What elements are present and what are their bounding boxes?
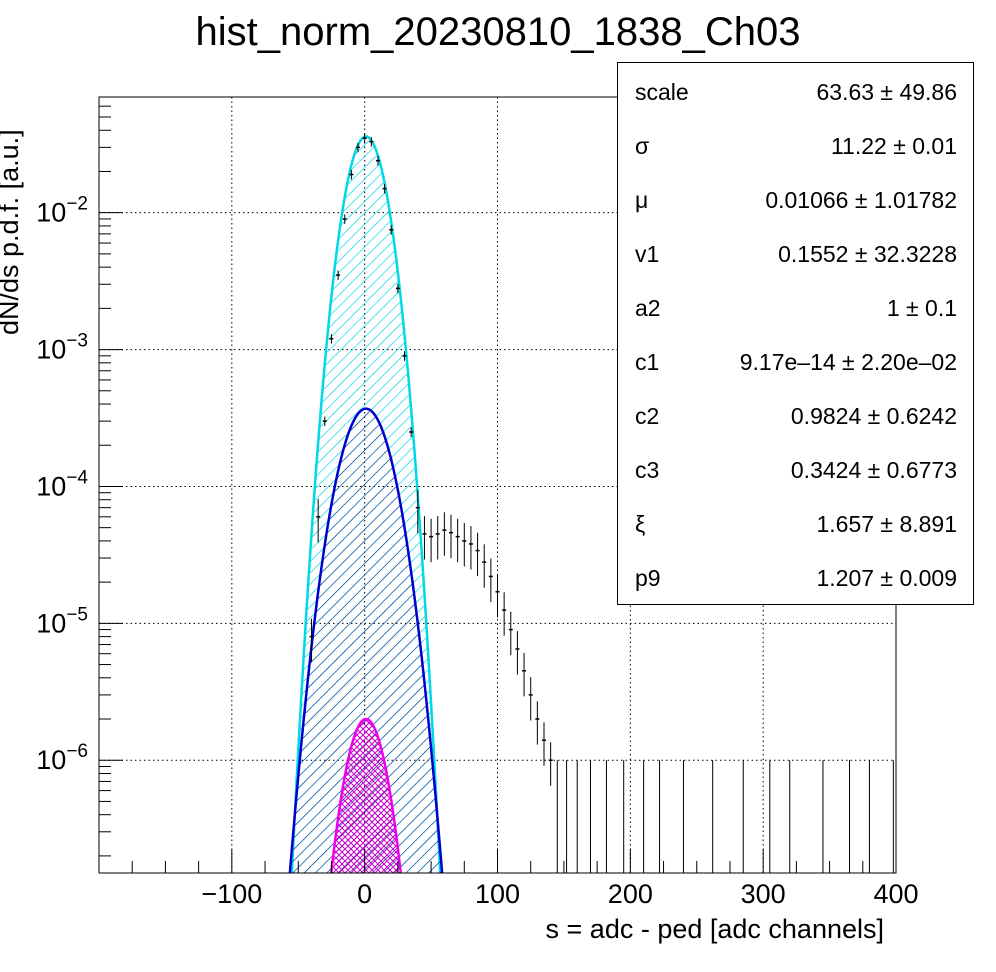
stat-name: c3 [635, 457, 660, 483]
stat-name: σ [635, 133, 650, 159]
stat-row: ξ 1.657 ± 8.891 [618, 497, 973, 551]
y-tick-label: 10−3 [36, 331, 88, 365]
stat-row: v1 0.1552 ± 32.3228 [618, 227, 973, 281]
fit-stats-box: scale 63.63 ± 49.86 σ 11.22 ± 0.01 μ 0.01066 … [617, 62, 974, 605]
stat-name: a2 [635, 295, 661, 321]
y-tick-label: 10−4 [36, 467, 88, 501]
stat-name: c1 [635, 349, 660, 375]
stat-row: c3 0.3424 ± 0.6773 [618, 443, 973, 497]
x-tick-label: 200 [608, 879, 653, 909]
y-tick-label: 10−5 [36, 604, 88, 638]
fit-curves [288, 135, 444, 873]
stat-value: 1.207 ± 0.009 [816, 565, 957, 591]
stat-value: 11.22 ± 0.01 [830, 133, 957, 159]
stat-value: 0.1552 ± 32.3228 [778, 241, 957, 267]
fit-curve [329, 717, 403, 873]
stat-value: 1.657 ± 8.891 [816, 511, 957, 537]
stat-row: c2 0.9824 ± 0.6242 [618, 389, 973, 443]
x-tick-label: 400 [873, 879, 918, 909]
histogram-data [309, 133, 894, 873]
stat-name: μ [635, 187, 649, 213]
stat-row: μ 0.01066 ± 1.01782 [618, 173, 973, 227]
tick-labels: −100 0 100 200 300 400 10−6 10−5 10−4 10−3 10−2 [36, 194, 918, 909]
x-tick-label: 0 [357, 879, 372, 909]
fit-area [331, 719, 401, 873]
x-tick-label: −100 [201, 879, 262, 909]
y-axis-title: dN/ds p.d.f. [a.u.] [0, 129, 24, 335]
stat-name: scale [635, 79, 689, 105]
stat-value: 0.3424 ± 0.6773 [790, 457, 957, 483]
stat-value: 0.01066 ± 1.01782 [765, 187, 957, 213]
stat-value: 9.17e–14 ± 2.20e–02 [739, 349, 957, 375]
stat-row: scale 63.63 ± 49.86 [618, 65, 973, 119]
stat-name: c2 [635, 403, 660, 429]
x-axis-title: s = adc - ped [adc channels] [546, 914, 884, 944]
y-tick-label: 10−6 [36, 741, 88, 775]
stat-name: ξ [635, 511, 646, 537]
axis-ticks [99, 96, 897, 873]
stat-row: c1 9.17e–14 ± 2.20e–02 [618, 335, 973, 389]
chart-title: hist_norm_20230810_1838_Ch03 [195, 10, 801, 54]
y-tick-label: 10−2 [36, 194, 88, 228]
stat-name: v1 [635, 241, 660, 267]
fit-curve [290, 135, 442, 873]
fit-area [289, 408, 443, 873]
stat-value: 63.63 ± 49.86 [816, 79, 957, 105]
x-tick-label: 100 [475, 879, 520, 909]
fit-curve [288, 407, 444, 873]
stat-row: a2 1 ± 0.1 [618, 281, 973, 335]
stat-value: 0.9824 ± 0.6242 [790, 403, 957, 429]
x-tick-label: 300 [741, 879, 786, 909]
stat-row: σ 11.22 ± 0.01 [618, 119, 973, 173]
stat-name: p9 [635, 565, 661, 591]
stat-value: 1 ± 0.1 [886, 295, 957, 321]
stat-row: p9 1.207 ± 0.009 [618, 551, 973, 605]
